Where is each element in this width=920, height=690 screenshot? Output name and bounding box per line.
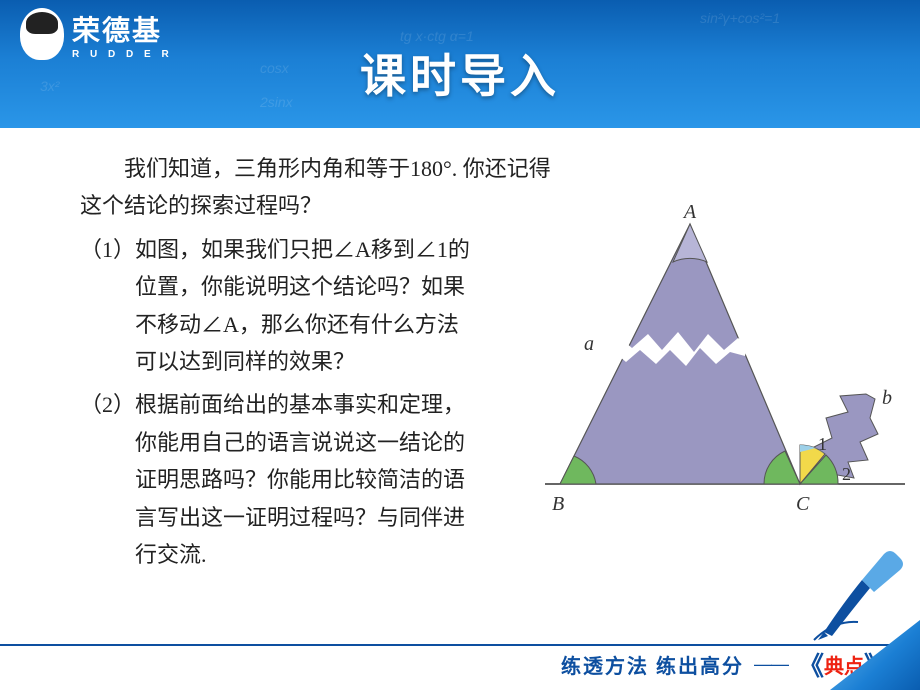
slide-footer: 练透方法 练出高分 —— 《 典点 》 (0, 638, 920, 690)
body-text: 我们知道，三角形内角和等于180°. 你还记得这个结论的探索过程吗？ （1） 如… (80, 150, 560, 573)
q1-line: 位置，你能说明这个结论吗？如果 (135, 268, 560, 305)
q2-line: 证明思路吗？你能用比较简洁的语 (135, 461, 560, 498)
q2-line: 你能用自己的语言说说这一结论的 (135, 424, 560, 461)
q1-line: 不移动∠A，那么你还有什么方法 (135, 306, 560, 343)
q2-number: （2） (80, 386, 135, 573)
label-B: B (552, 493, 564, 515)
math-scribble: sin²γ+cos²=1 (700, 10, 780, 26)
footer-dash: —— (754, 654, 788, 675)
q1-number: （1） (80, 231, 135, 381)
q2-body: 根据前面给出的基本事实和定理， 你能用自己的语言说说这一结论的 证明思路吗？你能… (135, 386, 560, 573)
label-a: a (584, 333, 594, 355)
intro-text: 我们知道，三角形内角和等于180°. 你还记得这个结论的探索过程吗？ (80, 150, 560, 225)
label-2: 2 (842, 464, 851, 484)
footer-slogan: 练透方法 练出高分 (561, 650, 744, 679)
q1-line: 可以达到同样的效果？ (135, 343, 560, 380)
question-1: （1） 如图，如果我们只把∠A移到∠1的 位置，你能说明这个结论吗？如果 不移动… (80, 231, 560, 381)
slide-header: 3x² cosx 2sinx tg x·ctg α=1 sin²γ+cos²=1… (0, 0, 920, 128)
q2-line: 言写出这一证明过程吗？与同伴进 (135, 499, 560, 536)
q2-line: 根据前面给出的基本事实和定理， (135, 386, 560, 423)
question-2: （2） 根据前面给出的基本事实和定理， 你能用自己的语言说说这一结论的 证明思路… (80, 386, 560, 573)
q1-body: 如图，如果我们只把∠A移到∠1的 位置，你能说明这个结论吗？如果 不移动∠A，那… (135, 231, 560, 381)
q1-line: 如图，如果我们只把∠A移到∠1的 (135, 231, 560, 268)
angle-a-mark (673, 224, 707, 262)
label-b: b (882, 387, 892, 409)
badge-bracket-open: 《 (798, 646, 824, 683)
label-A: A (682, 204, 697, 223)
label-1: 1 (818, 434, 827, 454)
pen-icon (804, 532, 914, 642)
slide-title: 课时导入 (0, 40, 920, 106)
triangle-diagram: A B C a b 1 2 (540, 204, 910, 534)
label-C: C (796, 493, 810, 515)
q2-line: 行交流. (135, 536, 560, 573)
